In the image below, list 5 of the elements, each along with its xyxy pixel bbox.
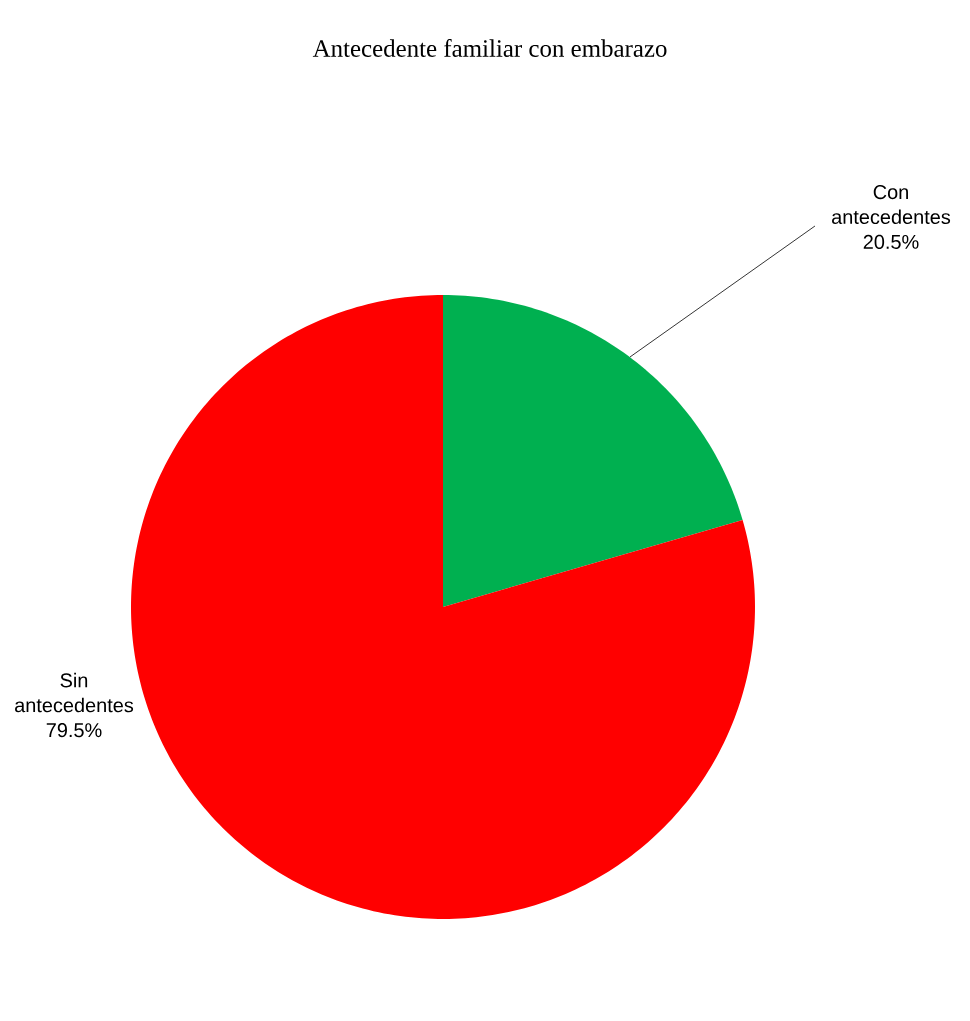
chart-title: Antecedente familiar con embarazo xyxy=(312,39,667,57)
data-label: 79.5% xyxy=(46,723,102,738)
data-label: 20.5% xyxy=(863,234,919,249)
slice-label: Sin antecedentes xyxy=(15,672,134,713)
slice-label: Con antecedentes xyxy=(832,185,951,225)
